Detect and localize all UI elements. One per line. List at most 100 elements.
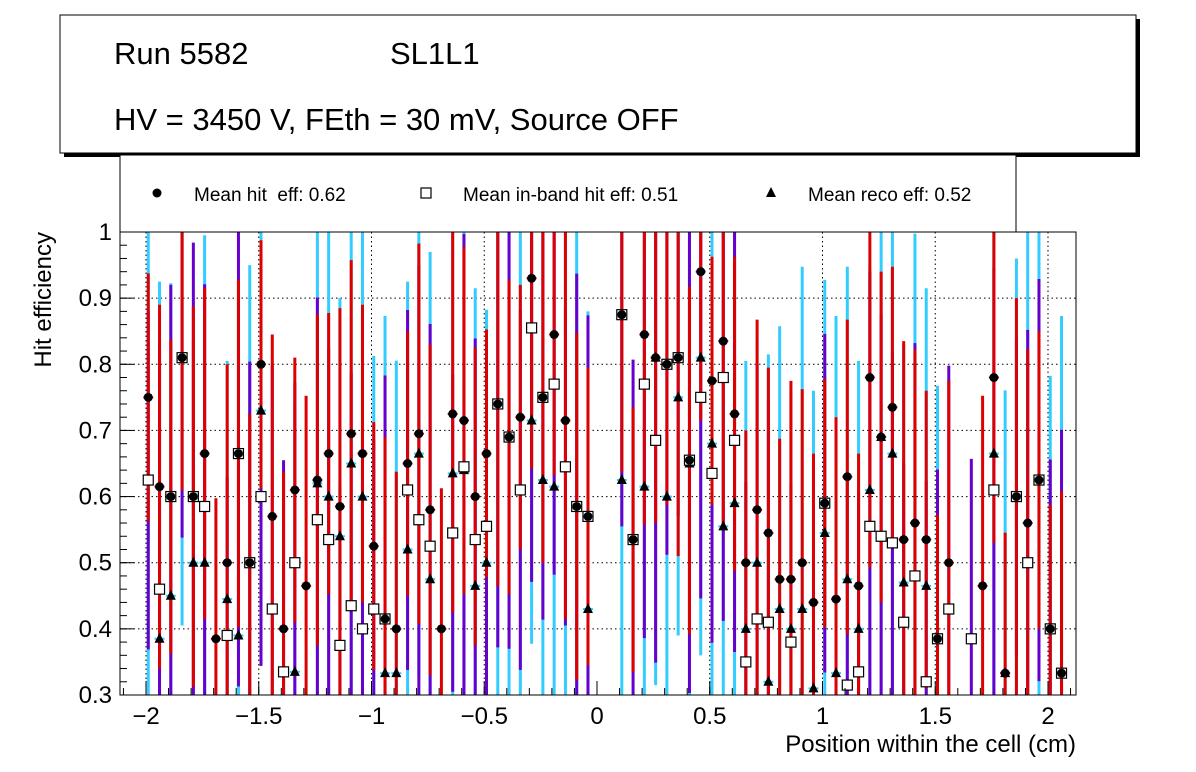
y-tick-label: 0.6 (79, 484, 112, 511)
conditions-label: HV = 3450 V, FEth = 30 mV, Source OFF (114, 102, 679, 137)
inband-eff-point (898, 616, 910, 628)
inband-eff-point (413, 514, 425, 526)
hit-eff-point (335, 501, 345, 511)
hit-eff-point (741, 558, 751, 568)
hit-eff-point (188, 492, 198, 502)
inband-eff-point (1022, 557, 1034, 569)
hit-eff-point (583, 511, 593, 521)
inband-eff-point (841, 679, 853, 691)
inband-eff-point (864, 520, 876, 532)
reco-eff-point (391, 667, 402, 678)
hit-eff-point (493, 399, 503, 409)
inband-eff-point (447, 527, 459, 539)
reco-eff-point (887, 447, 898, 458)
inband-eff-point (762, 616, 774, 628)
inband-eff-point (323, 533, 335, 546)
reco-eff-point (740, 622, 751, 633)
hit-eff-point (538, 392, 548, 402)
legend-label-inband: Mean in-band hit eff: 0.51 (463, 185, 678, 206)
hit-eff-point (718, 336, 728, 346)
inband-eff-point (345, 600, 357, 612)
hit-eff-point (989, 373, 999, 383)
reco-eff-point (188, 556, 199, 567)
inband-eff-point (199, 500, 211, 513)
inband-eff-point (356, 623, 369, 635)
layer-label: SL1L1 (390, 36, 480, 71)
reco-eff-point (402, 543, 413, 554)
reco-eff-point (199, 556, 210, 567)
hit-eff-point (357, 449, 367, 459)
hit-eff-point (752, 505, 762, 515)
reco-eff-point (222, 593, 233, 604)
reco-eff-point (447, 467, 458, 478)
reco-eff-point (256, 404, 267, 415)
hit-eff-point (865, 373, 875, 383)
legend-square-marker (420, 187, 432, 199)
hit-eff-point (200, 449, 210, 459)
hit-eff-point (662, 359, 672, 369)
inband-eff-point (514, 484, 526, 496)
hit-eff-point (1000, 668, 1010, 678)
reco-eff-point (334, 530, 345, 541)
hit-eff-point (527, 273, 537, 283)
hit-eff-point (245, 558, 255, 568)
reco-eff-point (842, 573, 853, 584)
inband-eff-point (266, 603, 278, 615)
hit-eff-point (222, 558, 232, 568)
reco-eff-point (233, 629, 244, 640)
inband-eff-point (965, 633, 977, 645)
inband-eff-point (852, 666, 865, 678)
x-axis-title: Position within the cell (cm) (785, 731, 1076, 758)
inband-eff-point (886, 537, 899, 549)
hit-eff-point (921, 535, 931, 545)
reco-eff-point (763, 675, 774, 686)
inband-eff-point (548, 378, 560, 390)
y-tick-label: 0.8 (79, 351, 112, 378)
hit-eff-point (324, 449, 334, 459)
reco-eff-point (582, 603, 593, 614)
reco-eff-point (470, 579, 481, 590)
hit-eff-point (414, 429, 424, 439)
reco-eff-point (921, 579, 932, 590)
hit-eff-point (887, 402, 897, 412)
reco-eff-point (154, 632, 165, 643)
hit-eff-point (290, 485, 300, 495)
hit-eff-point (1057, 668, 1067, 678)
hit-eff-point (854, 581, 864, 591)
hit-eff-point (233, 449, 243, 459)
inband-eff-point (785, 636, 797, 648)
y-tick-label: 0.3 (79, 682, 112, 709)
inband-eff-point (650, 434, 662, 446)
inband-eff-point (695, 391, 707, 403)
reco-eff-point (707, 437, 718, 448)
hit-eff-point (978, 581, 988, 591)
reco-eff-point (661, 490, 672, 501)
reco-eff-point (413, 447, 424, 458)
hit-eff-point (944, 558, 954, 568)
hit-eff-point (842, 472, 852, 482)
inband-eff-point (480, 520, 493, 532)
inband-eff-point (255, 490, 267, 503)
inband-eff-point (988, 484, 1000, 496)
reco-eff-point (165, 589, 176, 600)
inband-eff-point (289, 557, 301, 569)
hit-eff-point (256, 359, 266, 369)
hit-eff-point (876, 432, 886, 442)
reco-eff-point (988, 447, 999, 458)
reco-eff-point (808, 682, 819, 693)
reco-eff-point (323, 490, 334, 501)
grid (120, 232, 1076, 695)
hit-eff-point (380, 614, 390, 624)
hit-eff-point (673, 353, 683, 363)
inband-eff-point (424, 540, 436, 552)
inband-eff-point (311, 514, 323, 526)
hit-eff-point (155, 482, 165, 492)
hit-eff-point (696, 267, 706, 277)
inband-eff-point (638, 378, 650, 390)
reco-eff-point (853, 622, 864, 633)
legend-triangle-marker (766, 187, 776, 197)
legend: Mean hit eff: 0.62 Mean in-band hit eff:… (119, 154, 1017, 233)
x-tick-label: −1 (358, 703, 385, 730)
hit-eff-point (346, 429, 356, 439)
